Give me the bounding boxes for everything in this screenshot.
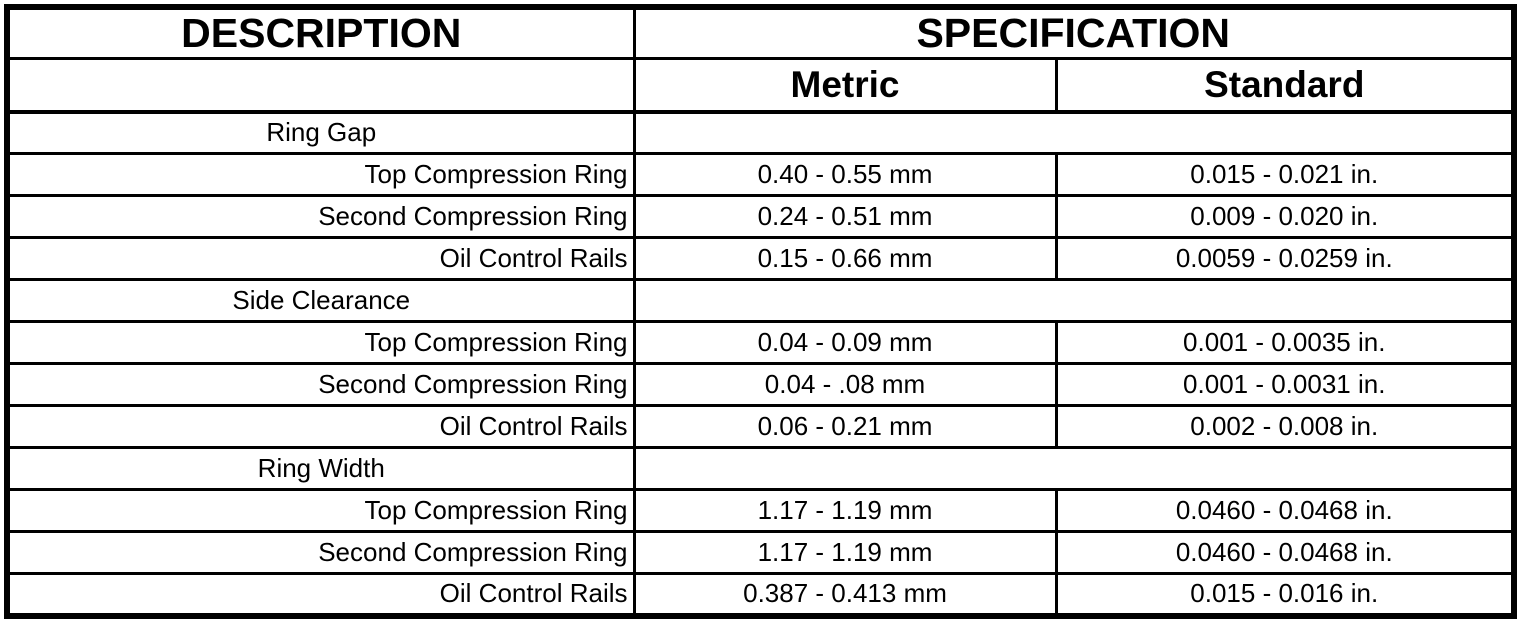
- metric-value-cell: 0.04 - .08 mm: [632, 362, 1058, 407]
- standard-value-cell: 0.002 - 0.008 in.: [1054, 404, 1516, 449]
- metric-value-cell: 0.387 - 0.413 mm: [632, 572, 1058, 617]
- section-row: Ring Width: [5, 446, 1516, 491]
- section-spacer-cell: [632, 446, 1516, 491]
- spec-item-row: Second Compression Ring 0.24 - 0.51 mm 0.0…: [5, 194, 1516, 239]
- spec-item-row: Oil Control Rails 0.15 - 0.66 mm 0.0059 - …: [5, 236, 1516, 281]
- item-label-cell: Top Compression Ring: [5, 152, 636, 197]
- metric-value-cell: 0.24 - 0.51 mm: [632, 194, 1058, 239]
- spec-item-row: Top Compression Ring 0.04 - 0.09 mm 0.001 …: [5, 320, 1516, 365]
- spec-table-body: Ring Gap Top Compression Ring 0.40 - 0.55 …: [5, 110, 1516, 617]
- header-row-main: DESCRIPTION SPECIFICATION: [5, 5, 1516, 60]
- section-spacer-cell: [632, 278, 1516, 323]
- standard-value-cell: 0.015 - 0.016 in.: [1054, 572, 1516, 617]
- standard-value-cell: 0.001 - 0.0035 in.: [1054, 320, 1516, 365]
- item-label-cell: Second Compression Ring: [5, 362, 636, 407]
- metric-value-cell: 0.06 - 0.21 mm: [632, 404, 1058, 449]
- spec-item-row: Second Compression Ring 0.04 - .08 mm 0.00…: [5, 362, 1516, 407]
- specification-header-cell: SPECIFICATION: [632, 5, 1516, 60]
- standard-value-cell: 0.009 - 0.020 in.: [1054, 194, 1516, 239]
- spec-item-row: Oil Control Rails 0.387 - 0.413 mm 0.015 -…: [5, 572, 1516, 617]
- spec-item-row: Top Compression Ring 1.17 - 1.19 mm 0.0460…: [5, 488, 1516, 533]
- item-label-cell: Second Compression Ring: [5, 530, 636, 575]
- section-row: Side Clearance: [5, 278, 1516, 323]
- section-row: Ring Gap: [5, 110, 1516, 155]
- item-label-cell: Oil Control Rails: [5, 236, 636, 281]
- spec-item-row: Second Compression Ring 1.17 - 1.19 mm 0.0…: [5, 530, 1516, 575]
- spec-item-row: Oil Control Rails 0.06 - 0.21 mm 0.002 - 0…: [5, 404, 1516, 449]
- metric-value-cell: 0.40 - 0.55 mm: [632, 152, 1058, 197]
- item-label-cell: Top Compression Ring: [5, 488, 636, 533]
- section-title-cell: Side Clearance: [5, 278, 636, 323]
- item-label-cell: Oil Control Rails: [5, 572, 636, 617]
- section-spacer-cell: [632, 110, 1516, 155]
- standard-value-cell: 0.001 - 0.0031 in.: [1054, 362, 1516, 407]
- header-row-sub: Metric Standard: [5, 57, 1516, 114]
- item-label-cell: Top Compression Ring: [5, 320, 636, 365]
- metric-value-cell: 1.17 - 1.19 mm: [632, 488, 1058, 533]
- standard-value-cell: 0.0460 - 0.0468 in.: [1054, 488, 1516, 533]
- description-header-cell: DESCRIPTION: [5, 5, 636, 60]
- metric-header-cell: Metric: [632, 57, 1058, 114]
- section-title-cell: Ring Gap: [5, 110, 636, 155]
- metric-value-cell: 0.15 - 0.66 mm: [632, 236, 1058, 281]
- standard-value-cell: 0.015 - 0.021 in.: [1054, 152, 1516, 197]
- standard-value-cell: 0.0460 - 0.0468 in.: [1054, 530, 1516, 575]
- item-label-cell: Oil Control Rails: [5, 404, 636, 449]
- item-label-cell: Second Compression Ring: [5, 194, 636, 239]
- spec-table: DESCRIPTION SPECIFICATION Metric Standar…: [4, 4, 1517, 619]
- metric-value-cell: 1.17 - 1.19 mm: [632, 530, 1058, 575]
- empty-header-cell: [5, 57, 636, 114]
- standard-header-cell: Standard: [1054, 57, 1516, 114]
- spec-item-row: Top Compression Ring 0.40 - 0.55 mm 0.015 …: [5, 152, 1516, 197]
- section-title-cell: Ring Width: [5, 446, 636, 491]
- standard-value-cell: 0.0059 - 0.0259 in.: [1054, 236, 1516, 281]
- metric-value-cell: 0.04 - 0.09 mm: [632, 320, 1058, 365]
